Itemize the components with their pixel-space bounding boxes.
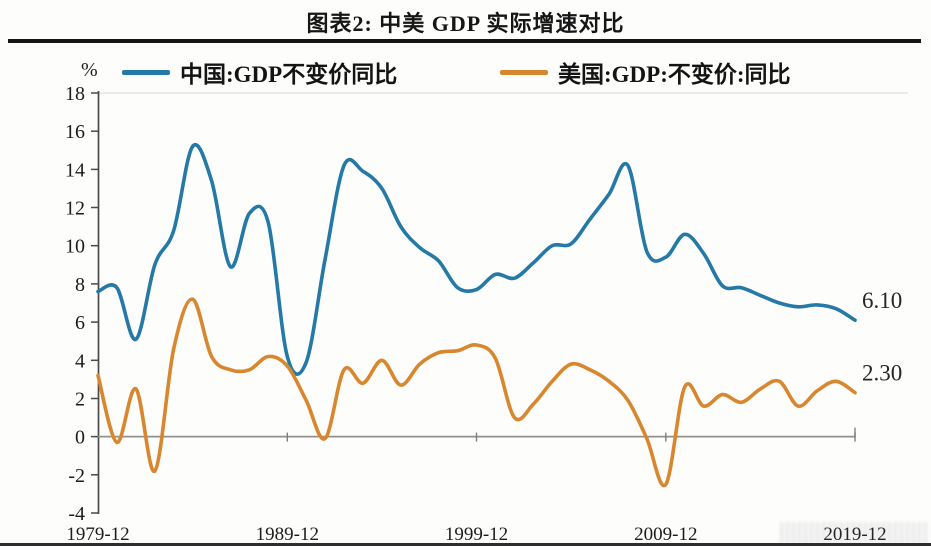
x-tick-label: 1999-12 bbox=[445, 524, 508, 545]
y-tick-label: 4 bbox=[75, 350, 85, 372]
y-tick-label: -4 bbox=[68, 503, 85, 525]
series-line-china bbox=[96, 142, 857, 376]
series-end-label-china: 6.10 bbox=[862, 288, 902, 313]
y-tick-label: 10 bbox=[65, 236, 85, 258]
series-line-us bbox=[96, 297, 857, 488]
series-end-label-us: 2.30 bbox=[862, 361, 902, 386]
legend-label-china: 中国:GDP不变价同比 bbox=[180, 62, 398, 87]
y-tick-label: 18 bbox=[65, 83, 85, 105]
title-divider bbox=[8, 39, 921, 43]
y-tick-label: -2 bbox=[68, 465, 85, 487]
china-line-swatch bbox=[122, 69, 170, 75]
bottom-divider bbox=[0, 543, 931, 546]
y-tick-label: 0 bbox=[75, 427, 85, 449]
x-tick-label: 1979-12 bbox=[66, 524, 129, 545]
us-line-swatch bbox=[500, 69, 548, 75]
y-tick-label: 14 bbox=[65, 159, 85, 181]
legend-label-us: 美国:GDP:不变价:同比 bbox=[558, 62, 791, 87]
y-tick-label: 8 bbox=[75, 274, 85, 296]
y-tick-label: 16 bbox=[65, 121, 85, 143]
y-tick-label: 12 bbox=[65, 198, 85, 220]
legend-item-us: 美国:GDP:不变价:同比 bbox=[500, 57, 791, 87]
legend-item-china: 中国:GDP不变价同比 bbox=[122, 57, 397, 87]
x-tick-label: 2019-12 bbox=[823, 524, 886, 545]
x-tick-label: 2009-12 bbox=[634, 524, 697, 545]
y-tick-label: 6 bbox=[75, 312, 85, 334]
y-tick-label: 2 bbox=[75, 389, 85, 411]
chart-title: 图表2: 中美 GDP 实际增速对比 bbox=[306, 11, 625, 36]
y-axis-unit-label: % bbox=[81, 59, 98, 81]
x-tick-label: 1989-12 bbox=[256, 524, 319, 545]
